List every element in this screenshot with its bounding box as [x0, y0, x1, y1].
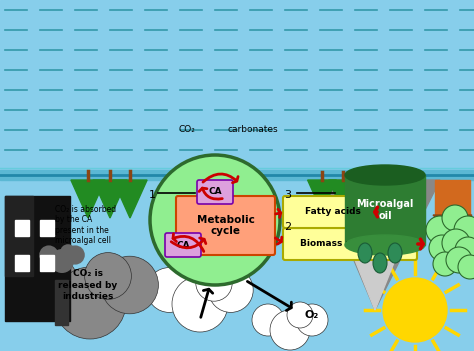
- Circle shape: [252, 304, 284, 336]
- Text: CA: CA: [208, 187, 222, 197]
- Circle shape: [429, 235, 455, 261]
- Circle shape: [54, 267, 126, 339]
- Text: Microalgal
oil: Microalgal oil: [356, 199, 414, 221]
- Text: 3: 3: [284, 190, 292, 200]
- Circle shape: [454, 216, 474, 244]
- FancyBboxPatch shape: [283, 228, 417, 260]
- Text: Metabolic
cycle: Metabolic cycle: [197, 215, 255, 236]
- Polygon shape: [93, 180, 127, 218]
- Circle shape: [50, 249, 74, 273]
- Polygon shape: [320, 180, 440, 310]
- Circle shape: [442, 205, 468, 231]
- Circle shape: [196, 265, 232, 301]
- Polygon shape: [308, 180, 337, 212]
- FancyBboxPatch shape: [283, 196, 382, 228]
- Text: carbonates: carbonates: [228, 126, 278, 134]
- Circle shape: [446, 247, 472, 273]
- Circle shape: [433, 252, 457, 276]
- Circle shape: [147, 267, 191, 312]
- FancyBboxPatch shape: [165, 233, 201, 257]
- Ellipse shape: [388, 243, 402, 263]
- Ellipse shape: [345, 235, 425, 255]
- Text: CO₂ is
released by
industries: CO₂ is released by industries: [58, 270, 118, 300]
- Polygon shape: [71, 180, 105, 218]
- Circle shape: [22, 256, 79, 314]
- Polygon shape: [365, 180, 394, 212]
- Polygon shape: [113, 180, 147, 218]
- Bar: [435, 180, 470, 215]
- Circle shape: [458, 255, 474, 279]
- Circle shape: [270, 310, 310, 350]
- Text: Fatty acids: Fatty acids: [305, 207, 360, 217]
- Bar: [15, 220, 29, 236]
- Circle shape: [287, 302, 313, 328]
- Circle shape: [296, 304, 328, 336]
- Bar: [40, 255, 54, 271]
- Bar: [40, 220, 54, 236]
- Text: CA: CA: [176, 240, 190, 250]
- Text: 1: 1: [148, 190, 155, 200]
- Text: CO₂: CO₂: [179, 126, 195, 134]
- Ellipse shape: [373, 253, 387, 273]
- Ellipse shape: [345, 165, 425, 185]
- Circle shape: [39, 245, 58, 265]
- FancyBboxPatch shape: [197, 180, 233, 204]
- Ellipse shape: [358, 243, 372, 263]
- Bar: [0, 176, 474, 351]
- Polygon shape: [328, 180, 357, 212]
- Circle shape: [101, 256, 158, 314]
- Circle shape: [383, 278, 447, 342]
- Circle shape: [150, 155, 280, 285]
- Text: 2: 2: [284, 222, 292, 232]
- Bar: [345, 175, 425, 245]
- Circle shape: [172, 276, 228, 332]
- Circle shape: [442, 229, 470, 257]
- Polygon shape: [347, 180, 376, 212]
- Circle shape: [65, 245, 85, 265]
- Bar: [0, 170, 474, 180]
- Circle shape: [426, 216, 454, 244]
- Circle shape: [60, 244, 76, 260]
- Circle shape: [84, 253, 131, 299]
- Bar: [15, 255, 29, 271]
- FancyBboxPatch shape: [176, 196, 275, 255]
- Circle shape: [209, 267, 253, 312]
- Text: O₂: O₂: [305, 310, 319, 320]
- Polygon shape: [433, 215, 472, 232]
- Bar: [5, 196, 33, 276]
- Text: CO₂ is absorbed
by the CA
present in the
microalgal cell: CO₂ is absorbed by the CA present in the…: [55, 205, 116, 245]
- Bar: [0, 0, 474, 176]
- Text: Biomass production: Biomass production: [300, 239, 401, 249]
- Bar: [5, 196, 70, 321]
- Bar: [55, 280, 68, 325]
- Circle shape: [455, 237, 474, 263]
- Polygon shape: [355, 260, 395, 310]
